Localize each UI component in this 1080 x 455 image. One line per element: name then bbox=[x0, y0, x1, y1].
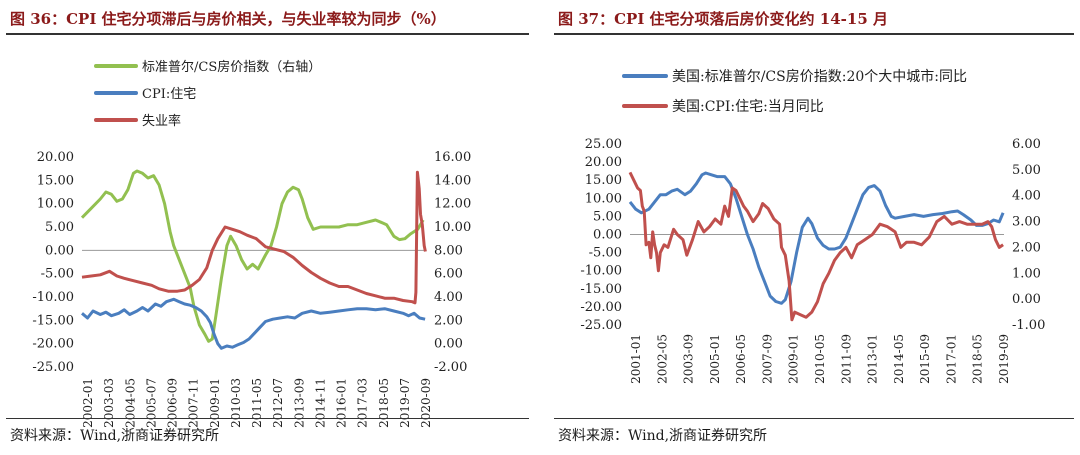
source-note: 资料来源：Wind,浙商证券研究所 bbox=[558, 428, 768, 444]
y-left-tick-label: -25.00 bbox=[580, 318, 622, 333]
x-tick-label: 2018-05 bbox=[971, 334, 985, 384]
x-tick-label: 2019-09 bbox=[997, 334, 1011, 384]
y-left-tick-label: -10.00 bbox=[580, 264, 622, 279]
x-tick-label: 2005-07 bbox=[144, 378, 158, 428]
y-right-tick-label: 12.00 bbox=[434, 197, 471, 212]
series-line bbox=[628, 171, 1004, 322]
x-tick-label: 2014-05 bbox=[892, 334, 906, 384]
x-tick-label: 2017-01 bbox=[944, 334, 958, 384]
series-line bbox=[81, 297, 426, 350]
y-right-tick-label: -1.00 bbox=[1012, 318, 1045, 333]
x-tick-label: 2011-05 bbox=[250, 378, 264, 428]
x-tick-label: 2015-09 bbox=[918, 334, 932, 384]
chart-36: 20.00 15.00 10.00 5.00 0.00 -5.00 -10.00 -15.00… bbox=[32, 59, 471, 428]
y-right-tick-label: 2.00 bbox=[1012, 240, 1041, 255]
x-tick-label: 2007-11 bbox=[187, 378, 201, 428]
x-tick-label: 2018-05 bbox=[377, 378, 391, 428]
x-tick-label: 2003-09 bbox=[682, 334, 696, 384]
footer-divider bbox=[554, 418, 1074, 419]
x-tick-label: 2004-05 bbox=[123, 378, 137, 428]
y-left-tick-label: 15.00 bbox=[585, 173, 622, 188]
legend-label: 美国:标准普尔/CS房价指数:20个大中城市:同比 bbox=[672, 68, 967, 85]
x-tick-label: 2006-05 bbox=[734, 334, 748, 384]
x-tick-label: 2013-01 bbox=[866, 334, 880, 384]
y-right-tick-label: 0.00 bbox=[434, 337, 463, 352]
x-tick-label: 2003-03 bbox=[102, 378, 116, 428]
y-right-tick-label: 16.00 bbox=[434, 150, 471, 165]
y-right-tick-label: 14.00 bbox=[434, 173, 471, 188]
y-left-tick-label: 0.00 bbox=[45, 243, 74, 258]
y-right-tick-label: 4.00 bbox=[434, 290, 463, 305]
x-tick-label: 2010-03 bbox=[229, 378, 243, 428]
y-right-tick-label: 0.00 bbox=[1012, 292, 1041, 307]
y-right-tick-label: 1.00 bbox=[1012, 266, 1041, 281]
x-tick-label: 2001-01 bbox=[629, 334, 643, 384]
y-left-tick-label: 15.00 bbox=[37, 173, 74, 188]
x-tick-label: 2009-01 bbox=[208, 378, 222, 428]
source-note: 资料来源：Wind,浙商证券研究所 bbox=[10, 428, 220, 444]
y-left-tick-label: -15.00 bbox=[32, 313, 74, 328]
figure-panel-36: 图 36：CPI 住宅分项滞后与房价相关，与失业率较为同步（%） 20.00 15… bbox=[0, 0, 535, 455]
x-tick-label: 2009-01 bbox=[787, 334, 801, 384]
legend-label: 标准普尔/CS房价指数（右轴） bbox=[142, 59, 321, 75]
y-left-tick-label: 5.00 bbox=[593, 209, 622, 224]
x-tick-label: 2007-09 bbox=[760, 334, 774, 384]
x-tick-label: 2012-07 bbox=[271, 378, 285, 428]
figure-title: 图 36：CPI 住宅分项滞后与房价相关，与失业率较为同步（%） bbox=[10, 10, 446, 28]
x-tick-label: 2016-01 bbox=[335, 378, 349, 428]
y-right-tick-label: -2.00 bbox=[434, 360, 467, 375]
y-left-tick-label: 20.00 bbox=[37, 150, 74, 165]
x-tick-label: 2013-09 bbox=[292, 378, 306, 428]
y-left-tick-label: -5.00 bbox=[41, 267, 74, 282]
footer-divider bbox=[6, 418, 529, 419]
y-left-tick-label: 0.00 bbox=[593, 228, 622, 243]
chart-37: 25.00 20.00 15.00 10.00 5.00 0.00 -5.00 -10.00 -… bbox=[580, 68, 1045, 384]
figure-panel-37: 图 37：CPI 住宅分项落后房价变化约 14-15 月 25.00 20.00 1… bbox=[548, 0, 1080, 455]
y-left-tick-label: 20.00 bbox=[585, 155, 622, 170]
legend-label: 美国:CPI:住宅:当月同比 bbox=[672, 99, 824, 115]
y-left-tick-label: -15.00 bbox=[580, 282, 622, 297]
y-left-tick-label: 5.00 bbox=[45, 220, 74, 235]
y-left-tick-label: 10.00 bbox=[37, 197, 74, 212]
title-divider bbox=[6, 33, 529, 35]
series-line bbox=[628, 171, 1005, 305]
y-left-tick-label: -5.00 bbox=[589, 246, 622, 261]
y-left-tick-label: 10.00 bbox=[585, 191, 622, 206]
legend-label: 失业率 bbox=[142, 113, 181, 129]
y-right-tick-label: 6.00 bbox=[1012, 137, 1041, 152]
y-right-tick-label: 3.00 bbox=[1012, 215, 1041, 230]
y-right-tick-label: 2.00 bbox=[434, 313, 463, 328]
y-left-tick-label: -20.00 bbox=[580, 300, 622, 315]
x-tick-label: 2006-09 bbox=[166, 378, 180, 428]
title-divider bbox=[554, 33, 1074, 35]
y-right-tick-label: 10.00 bbox=[434, 220, 471, 235]
series-line bbox=[80, 169, 425, 343]
x-tick-label: 2002-01 bbox=[81, 378, 95, 428]
figure-title: 图 37：CPI 住宅分项落后房价变化约 14-15 月 bbox=[558, 10, 888, 28]
y-left-tick-label: -10.00 bbox=[32, 290, 74, 305]
y-right-tick-label: 8.00 bbox=[434, 243, 463, 258]
x-tick-label: 2010-05 bbox=[813, 334, 827, 384]
x-tick-label: 2014-11 bbox=[313, 378, 327, 428]
x-tick-label: 2017-03 bbox=[356, 378, 370, 428]
y-right-tick-label: 5.00 bbox=[1012, 163, 1041, 178]
y-left-tick-label: 25.00 bbox=[585, 137, 622, 152]
y-right-tick-label: 4.00 bbox=[1012, 189, 1041, 204]
y-right-tick-label: 6.00 bbox=[434, 267, 463, 282]
x-tick-label: 2011-09 bbox=[839, 334, 853, 384]
legend-label: CPI:住宅 bbox=[142, 87, 196, 102]
series-line bbox=[81, 170, 427, 305]
x-tick-label: 2005-01 bbox=[708, 334, 722, 384]
y-left-tick-label: -25.00 bbox=[32, 360, 74, 375]
x-tick-label: 2020-09 bbox=[419, 378, 433, 428]
x-tick-label: 2019-07 bbox=[398, 378, 412, 428]
y-left-tick-label: -20.00 bbox=[32, 337, 74, 352]
x-tick-label: 2002-05 bbox=[655, 334, 669, 384]
